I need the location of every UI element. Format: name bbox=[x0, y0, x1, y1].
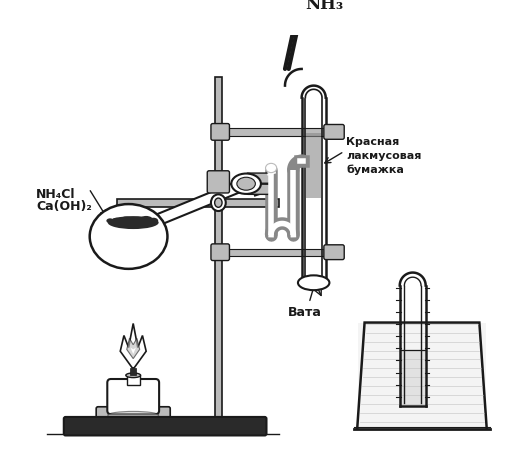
FancyBboxPatch shape bbox=[96, 407, 170, 424]
FancyBboxPatch shape bbox=[107, 379, 159, 414]
FancyBboxPatch shape bbox=[324, 124, 344, 139]
Bar bbox=[358, 323, 486, 428]
Ellipse shape bbox=[266, 164, 277, 172]
Bar bbox=[116, 199, 279, 207]
Ellipse shape bbox=[298, 275, 329, 290]
Ellipse shape bbox=[139, 216, 153, 226]
Ellipse shape bbox=[90, 204, 167, 269]
Text: Вата: Вата bbox=[288, 306, 321, 319]
Bar bbox=[218, 128, 341, 136]
Polygon shape bbox=[252, 184, 263, 196]
FancyBboxPatch shape bbox=[211, 123, 229, 140]
Text: NH₃: NH₃ bbox=[305, 0, 344, 14]
FancyBboxPatch shape bbox=[324, 245, 344, 260]
FancyBboxPatch shape bbox=[64, 417, 266, 435]
Bar bbox=[401, 350, 425, 405]
Bar bbox=[127, 375, 140, 384]
Ellipse shape bbox=[149, 218, 158, 224]
Ellipse shape bbox=[211, 194, 226, 211]
Ellipse shape bbox=[215, 198, 222, 207]
Ellipse shape bbox=[108, 411, 159, 419]
Bar bbox=[218, 248, 341, 256]
Text: Ca(OH)₂: Ca(OH)₂ bbox=[36, 200, 92, 213]
Text: Красная
лакмусовая
бумажка: Красная лакмусовая бумажка bbox=[346, 137, 421, 174]
Ellipse shape bbox=[119, 217, 132, 225]
Ellipse shape bbox=[131, 217, 141, 224]
Polygon shape bbox=[131, 348, 136, 354]
Ellipse shape bbox=[126, 373, 140, 377]
Bar bbox=[215, 77, 222, 433]
Ellipse shape bbox=[231, 173, 261, 194]
Ellipse shape bbox=[112, 218, 121, 224]
Bar bbox=[131, 368, 136, 375]
Ellipse shape bbox=[108, 216, 159, 229]
Polygon shape bbox=[147, 178, 248, 229]
Text: NH₄Cl: NH₄Cl bbox=[36, 188, 75, 201]
FancyBboxPatch shape bbox=[246, 184, 270, 194]
FancyBboxPatch shape bbox=[246, 173, 270, 183]
Polygon shape bbox=[120, 323, 146, 368]
Ellipse shape bbox=[107, 219, 114, 223]
FancyBboxPatch shape bbox=[211, 244, 229, 260]
Bar bbox=[306, 133, 321, 198]
FancyBboxPatch shape bbox=[207, 171, 229, 193]
Ellipse shape bbox=[237, 177, 255, 190]
Polygon shape bbox=[127, 338, 140, 359]
